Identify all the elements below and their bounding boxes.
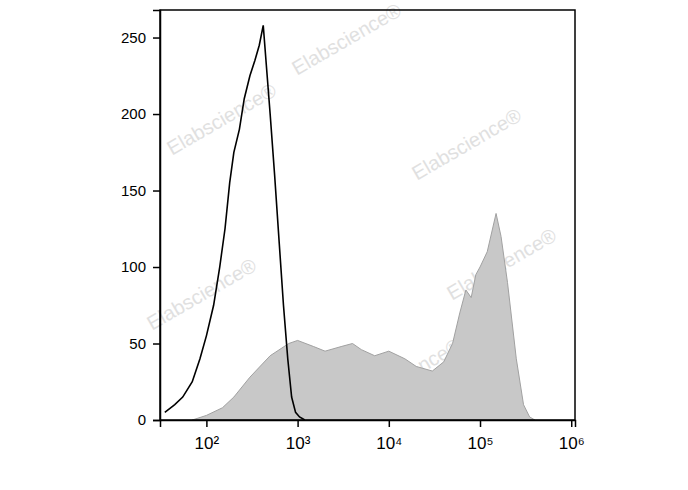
y-tick: 0 xyxy=(138,411,160,428)
watermark: Elabscience® xyxy=(288,0,405,79)
y-tick-label: 250 xyxy=(121,29,146,46)
x-tick-label: 10³ xyxy=(286,434,311,453)
y-tick: 50 xyxy=(129,335,160,352)
y-axis: 0 50 100 150 200 250 xyxy=(121,11,161,429)
x-axis: 10² 10³ 10⁴ 10⁵ 10⁶ xyxy=(161,420,585,453)
y-tick-mark xyxy=(153,114,160,116)
x-tick-label: 10² xyxy=(195,434,220,453)
y-tick-mark xyxy=(153,190,160,192)
y-tick: 200 xyxy=(121,105,160,122)
watermark: Elabscience® xyxy=(408,104,525,184)
x-tick: 10⁴ xyxy=(376,420,402,453)
y-tick-mark xyxy=(153,343,160,345)
y-axis-line xyxy=(153,11,161,421)
y-tick-label: 0 xyxy=(138,411,146,428)
y-tick-label: 200 xyxy=(121,105,146,122)
y-tick-label: 50 xyxy=(129,335,146,352)
y-tick: 150 xyxy=(121,182,160,199)
chart-svg: Elabscience®Elabscience®Elabscience®Elab… xyxy=(0,0,688,490)
y-tick-mark xyxy=(153,37,160,39)
histogram-line xyxy=(165,25,305,420)
y-tick-label: 100 xyxy=(121,258,146,275)
x-tick: 10³ xyxy=(286,420,311,453)
plot-frame xyxy=(160,10,575,420)
y-tick: 250 xyxy=(121,29,160,46)
y-tick-mark xyxy=(153,420,160,422)
y-tick-label: 150 xyxy=(121,182,146,199)
chart-container: Elabscience®Elabscience®Elabscience®Elab… xyxy=(0,0,688,490)
plot-area xyxy=(165,25,535,420)
x-tick-mark xyxy=(206,420,208,427)
x-tick-label: 10⁴ xyxy=(376,434,402,453)
y-tick: 100 xyxy=(121,258,160,275)
watermark: Elabscience® xyxy=(163,79,280,159)
x-axis-line xyxy=(161,421,576,428)
x-tick: 10⁵ xyxy=(468,420,494,453)
x-tick-label: 10⁶ xyxy=(559,434,585,453)
x-tick-mark xyxy=(297,420,299,427)
histogram-area xyxy=(192,213,535,420)
x-tick-label: 10⁵ xyxy=(468,434,494,453)
y-tick-mark xyxy=(153,267,160,269)
x-tick-mark xyxy=(571,420,573,427)
x-tick-mark xyxy=(480,420,482,427)
x-tick-mark xyxy=(389,420,391,427)
x-tick: 10⁶ xyxy=(559,420,585,453)
x-tick: 10² xyxy=(195,420,220,453)
